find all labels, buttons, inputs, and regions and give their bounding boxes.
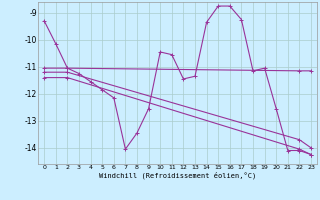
- X-axis label: Windchill (Refroidissement éolien,°C): Windchill (Refroidissement éolien,°C): [99, 172, 256, 179]
